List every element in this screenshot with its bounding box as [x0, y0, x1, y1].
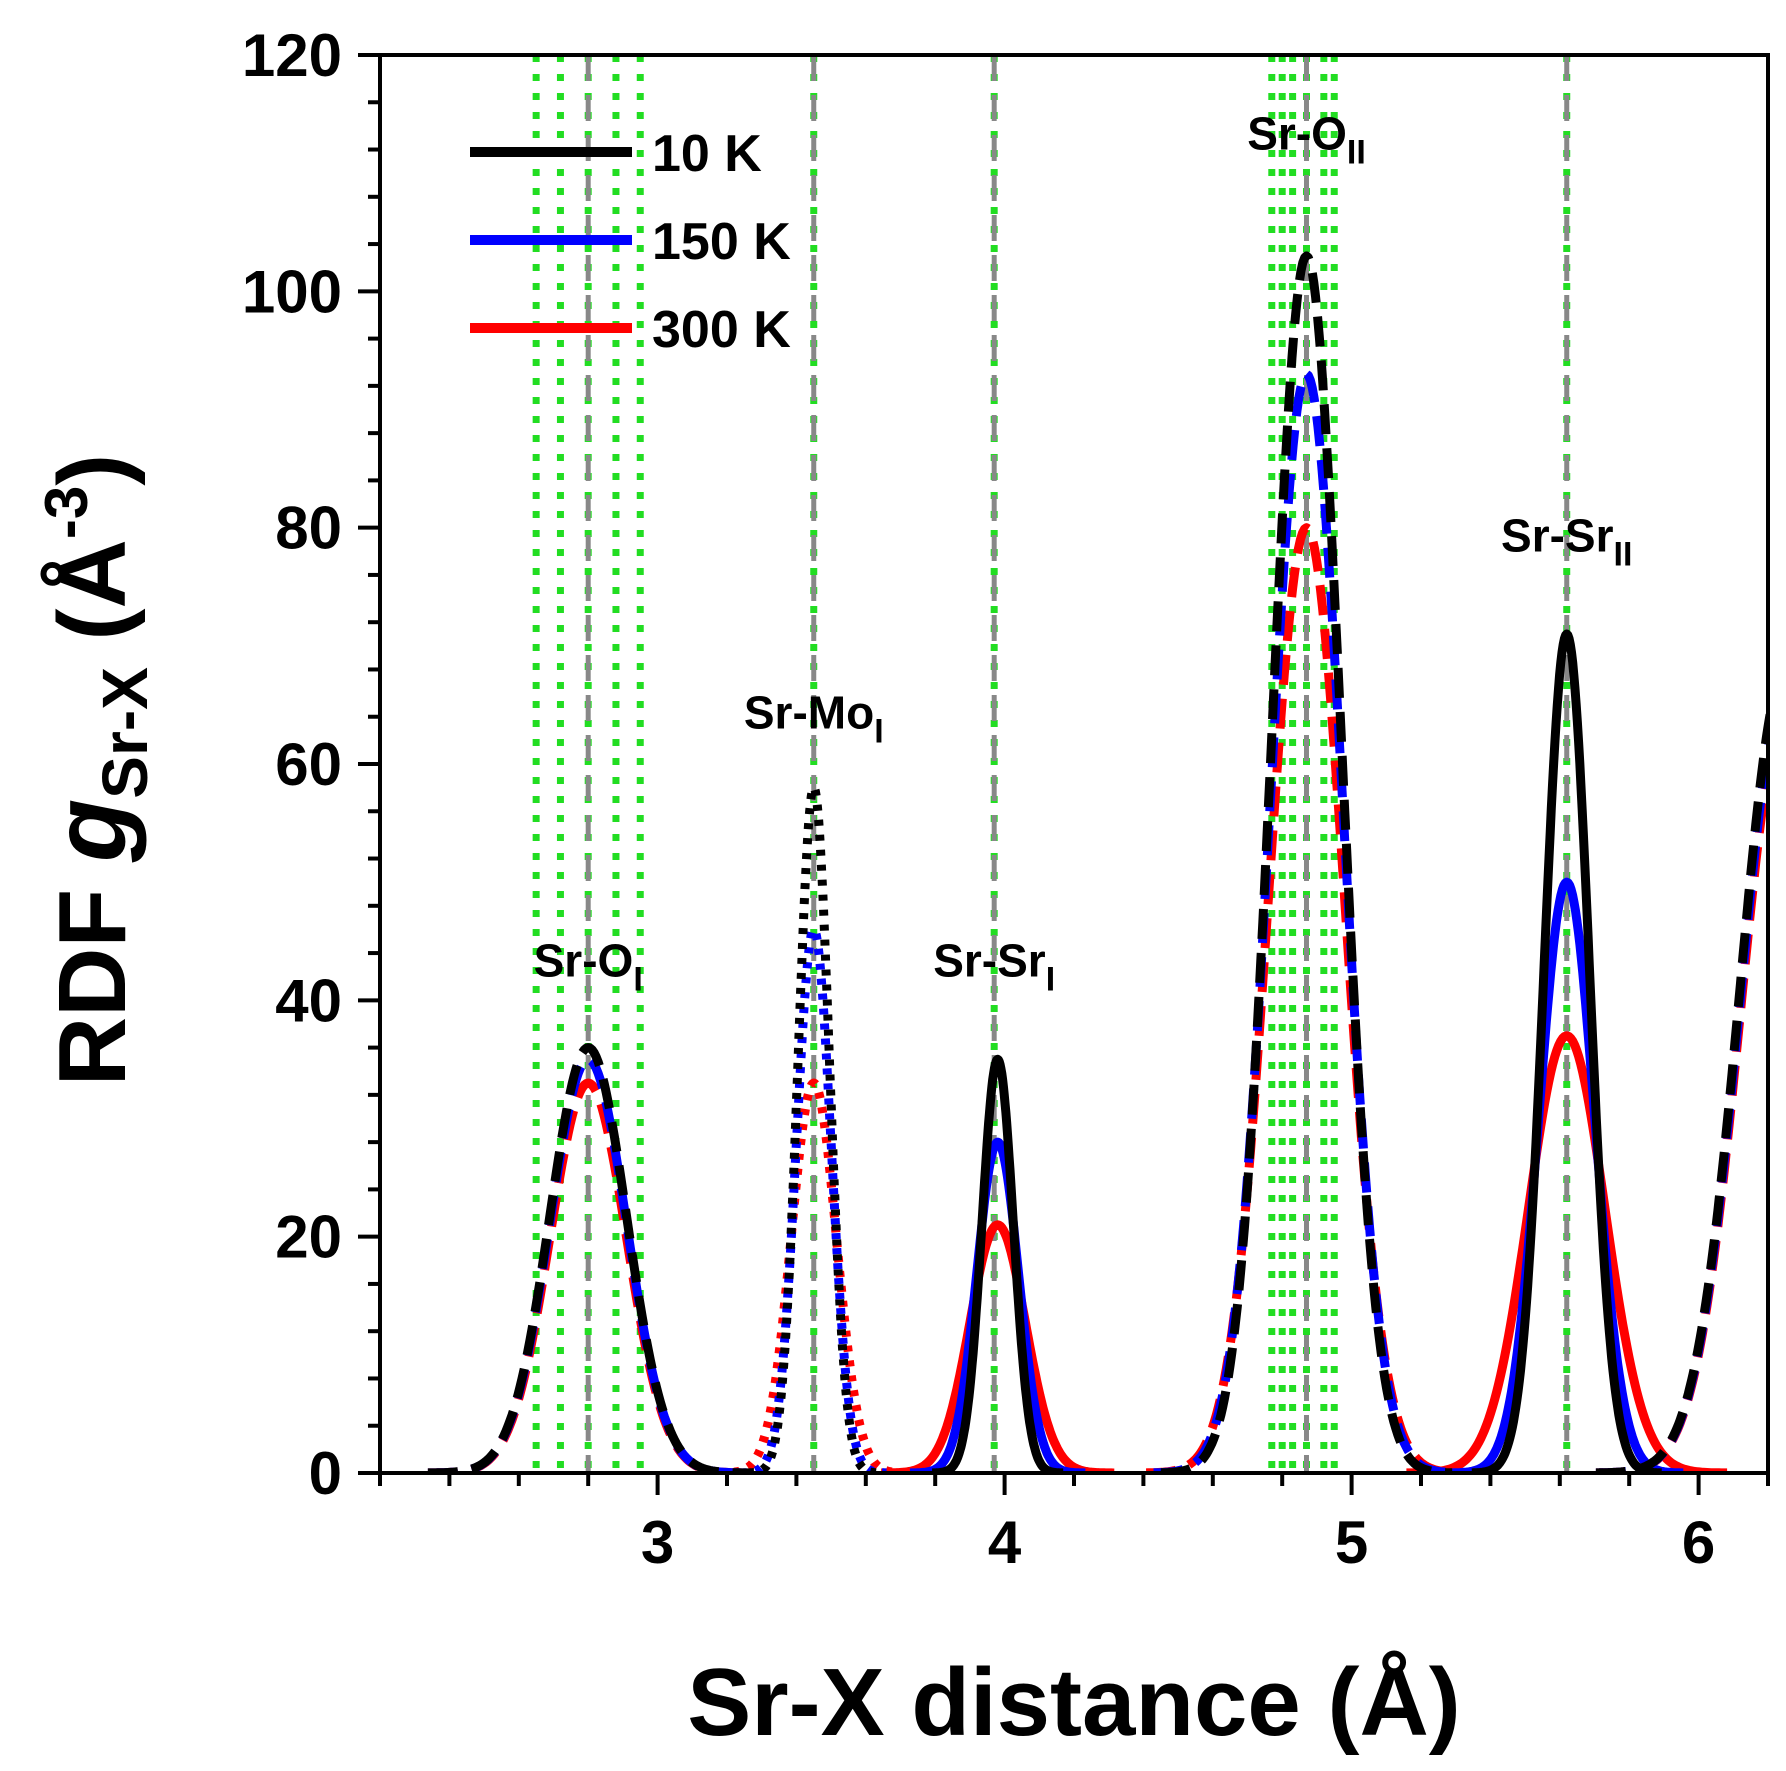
reference-lines	[532, 55, 1571, 1473]
curve-150k-sr-sri	[906, 1137, 1089, 1473]
x-tick-label: 4	[988, 1509, 1022, 1576]
y-title-prefix: RDF	[39, 862, 146, 1086]
curve-300k-sr-moi	[715, 1078, 912, 1473]
y-title-unit: (Å	[39, 539, 146, 667]
legend-label: 300 K	[652, 301, 791, 359]
y-tick-label: 20	[275, 1204, 342, 1271]
peak-label: Sr-SrI	[933, 935, 1055, 999]
y-title-superscript: -3	[33, 486, 100, 539]
y-tick-label: 40	[275, 967, 342, 1034]
y-tick-label: 60	[275, 731, 342, 798]
peak-label: Sr-OII	[1247, 108, 1366, 172]
y-title-subscript: Sr-X	[89, 667, 161, 799]
curve-150k-sr-srii	[1447, 877, 1687, 1473]
x-axis-title: Sr-X distance (Å)	[687, 1649, 1460, 1756]
x-tick-label: 6	[1682, 1509, 1715, 1576]
curve-300k-sr-srii	[1403, 1031, 1730, 1473]
y-tick-label: 80	[275, 495, 342, 562]
curve-10k-sr-srii	[1468, 629, 1665, 1473]
y-title-g: g	[32, 799, 148, 864]
legend-label: 150 K	[652, 213, 791, 271]
peak-label: Sr-MoI	[744, 687, 884, 751]
peak-labels: Sr-OI Sr-MoI Sr-SrI Sr-OII Sr-SrII	[534, 108, 1633, 999]
x-tick-label: 3	[641, 1509, 674, 1576]
legend: 10 K 150 K 300 K	[470, 125, 791, 359]
svg-text:RDF gSr-X (Å-3): RDF gSr-X (Å-3)	[32, 454, 161, 1086]
y-title-close: )	[39, 454, 146, 486]
y-tick-label: 0	[309, 1440, 342, 1507]
axes	[358, 53, 1770, 1495]
curve-10k-sr-oii	[1158, 251, 1455, 1473]
y-tick-label: 120	[242, 22, 342, 89]
curve-10k-next	[1592, 700, 1768, 1473]
y-axis-title: RDF gSr-X (Å-3)	[32, 454, 161, 1086]
legend-label: 10 K	[652, 125, 762, 183]
x-tick-label: 5	[1335, 1509, 1368, 1576]
peak-label: Sr-SrII	[1501, 509, 1632, 573]
curve-300k-sr-sri	[878, 1220, 1118, 1473]
rdf-curves	[380, 251, 1768, 1473]
curve-10k-sr-sri	[928, 1054, 1067, 1473]
curve-10k-sr-oi	[425, 1043, 751, 1473]
peak-label: Sr-OI	[534, 935, 643, 999]
y-tick-label: 100	[242, 258, 342, 325]
